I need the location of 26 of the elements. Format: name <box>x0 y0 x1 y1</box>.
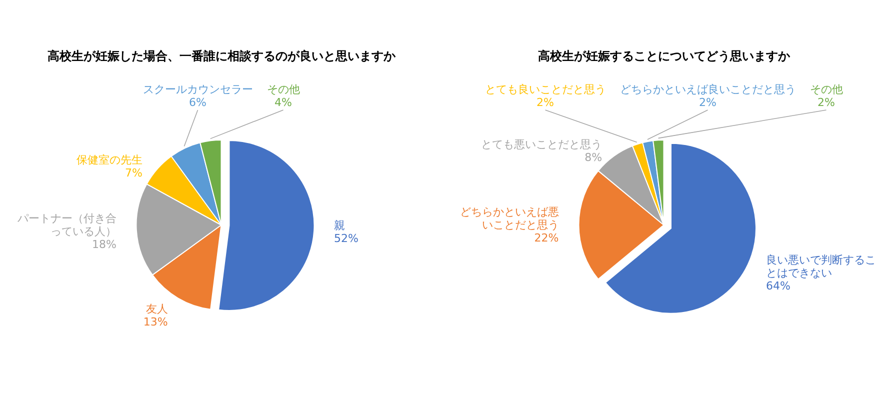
data-label: 4% <box>274 96 292 109</box>
data-label: 7% <box>125 166 142 180</box>
data-label: 2% <box>699 96 716 109</box>
slice-label: スクールカウンセラー <box>142 83 253 96</box>
data-label: 13% <box>143 315 168 328</box>
slice-label: どちらかといえば良いことだと思う <box>620 83 796 96</box>
data-label: 18% <box>92 238 116 252</box>
data-label: 52% <box>334 232 358 246</box>
slice-label: とても良いことだと思う <box>484 83 606 96</box>
slice-label: 親 <box>334 219 346 232</box>
slice-label: とても悪いことだと思う <box>481 138 602 152</box>
slice-label: その他 <box>810 83 843 96</box>
slice-label: 保健室の先生 <box>76 154 142 167</box>
slice-label: どちらかといえば悪いことだと思う <box>460 206 559 232</box>
data-label: 2% <box>536 96 554 109</box>
data-label: 6% <box>189 96 206 109</box>
chart-title: 高校生が妊娠することについてどう思いますか <box>538 49 791 63</box>
slice-label: その他 <box>266 83 300 96</box>
data-label: 22% <box>534 232 559 244</box>
slice-label: パートナー（付き合っている人） <box>16 212 116 238</box>
slice-label: 友人 <box>146 302 168 316</box>
data-label: 64% <box>766 280 790 293</box>
slice-label: 良い悪いで判断することはできない <box>766 254 876 280</box>
chart-title: 高校生が妊娠した場合、一番誰に相談するのが良いと思いますか <box>47 49 396 63</box>
data-label: 8% <box>584 151 602 164</box>
data-label: 2% <box>818 96 835 109</box>
